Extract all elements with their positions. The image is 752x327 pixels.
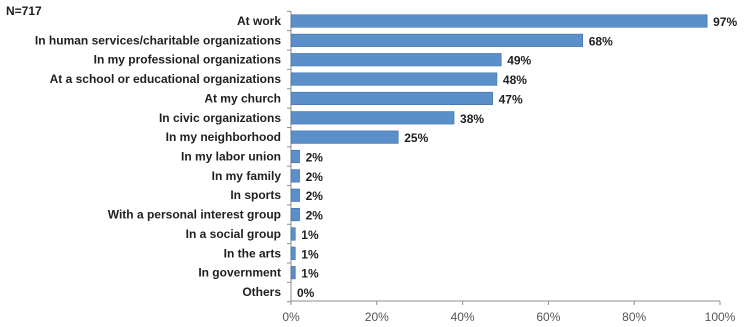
x-tick-label: 100% bbox=[705, 310, 736, 324]
data-label: 2% bbox=[306, 209, 324, 223]
category-label: In my labor union bbox=[181, 150, 281, 164]
data-label: 47% bbox=[499, 92, 523, 106]
category-label: Others bbox=[242, 285, 281, 299]
category-label: At my church bbox=[204, 91, 281, 105]
data-label: 0% bbox=[297, 286, 315, 300]
bar bbox=[290, 91, 493, 105]
data-label: 2% bbox=[306, 189, 324, 203]
bar bbox=[290, 111, 455, 125]
data-label: 2% bbox=[306, 151, 324, 165]
bar bbox=[290, 53, 502, 67]
bar bbox=[290, 246, 296, 260]
bar bbox=[290, 130, 399, 144]
category-label: In the arts bbox=[224, 246, 282, 260]
category-label: In my family bbox=[212, 169, 282, 183]
sample-size-note: N=717 bbox=[6, 4, 42, 18]
x-tick-label: 60% bbox=[536, 310, 560, 324]
category-label: In sports bbox=[230, 188, 281, 202]
bar bbox=[290, 227, 296, 241]
category-label: In government bbox=[198, 266, 281, 280]
bar bbox=[290, 72, 498, 86]
data-label: 49% bbox=[507, 54, 531, 68]
category-label: In my professional organizations bbox=[94, 53, 282, 67]
x-tick-label: 40% bbox=[451, 310, 475, 324]
data-label: 97% bbox=[713, 15, 737, 29]
data-label: 1% bbox=[301, 267, 319, 281]
category-label: In a social group bbox=[186, 227, 281, 241]
category-label: In my neighborhood bbox=[166, 130, 281, 144]
category-label: With a personal interest group bbox=[108, 208, 281, 222]
bar bbox=[290, 208, 300, 222]
bar bbox=[290, 149, 300, 164]
bar bbox=[290, 33, 584, 47]
data-label: 1% bbox=[301, 247, 319, 261]
bar bbox=[290, 169, 300, 183]
bar bbox=[290, 266, 296, 280]
category-label: At work bbox=[237, 14, 281, 28]
x-tick-label: 80% bbox=[622, 310, 646, 324]
x-tick-label: 0% bbox=[282, 310, 300, 324]
data-label: 1% bbox=[301, 228, 319, 242]
data-label: 48% bbox=[503, 73, 527, 87]
bar bbox=[290, 14, 708, 28]
x-tick-label: 20% bbox=[365, 310, 389, 324]
category-label: In civic organizations bbox=[159, 111, 281, 125]
category-label: At a school or educational organizations bbox=[50, 72, 282, 86]
data-label: 38% bbox=[460, 112, 484, 126]
bar bbox=[290, 188, 300, 202]
category-label: In human services/charitable organizatio… bbox=[35, 33, 281, 47]
data-label: 68% bbox=[589, 34, 613, 48]
data-label: 25% bbox=[404, 131, 428, 145]
data-label: 2% bbox=[306, 170, 324, 184]
